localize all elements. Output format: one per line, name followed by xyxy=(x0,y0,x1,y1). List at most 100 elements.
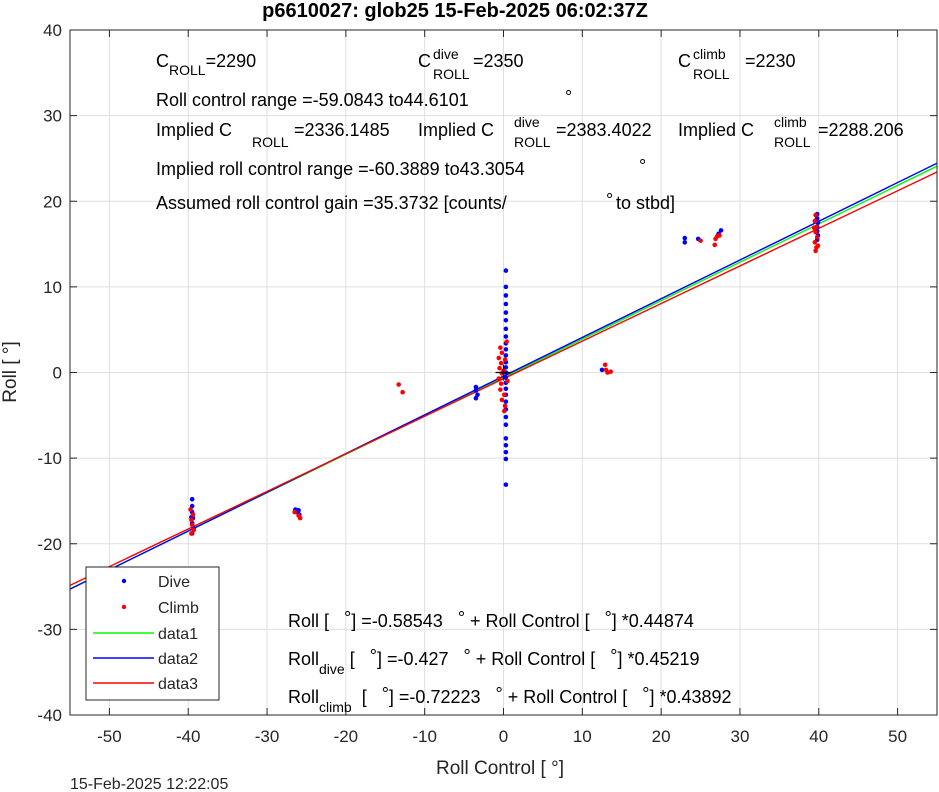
annotation-c-roll-climb-sub: ROLL xyxy=(693,66,730,82)
point-climb-23 xyxy=(501,408,507,414)
y-tick-label-3: -10 xyxy=(37,449,62,468)
point-climb-21 xyxy=(499,397,505,403)
legend-label-data3: data3 xyxy=(158,676,198,693)
x-tick-label-8: 30 xyxy=(730,727,749,746)
point-dive-44 xyxy=(682,235,688,241)
point-dive-36 xyxy=(503,414,509,420)
x-tick-label-1: -40 xyxy=(176,727,201,746)
legend-label-climb: Climb xyxy=(158,600,199,617)
y-tick-label-8: 40 xyxy=(43,21,62,40)
point-climb-6 xyxy=(292,509,297,515)
y-tick-label-1: -30 xyxy=(37,620,62,639)
point-dive-45 xyxy=(682,240,688,245)
point-climb-9 xyxy=(396,382,401,387)
point-dive-48 xyxy=(718,228,724,233)
y-tick-label-5: 10 xyxy=(43,278,62,297)
x-axis-label: Roll Control [ °] xyxy=(436,758,564,779)
point-dive-14 xyxy=(475,392,480,398)
x-tick-label-3: -20 xyxy=(334,727,359,746)
legend-marker-dive xyxy=(121,578,127,584)
annotation-implied-roll-control-range: Implied roll control range =-60.3889 to4… xyxy=(156,159,525,179)
y-tick-label-4: 0 xyxy=(53,364,62,383)
point-climb-14 xyxy=(498,360,504,366)
point-dive-25 xyxy=(503,347,509,352)
y-tick-label-7: 30 xyxy=(43,107,62,126)
point-dive-0 xyxy=(189,496,195,502)
point-dive-39 xyxy=(503,442,509,448)
annotation-implied-c-roll-dive: Implied C xyxy=(418,120,494,140)
legend-label-dive: Dive xyxy=(158,574,190,591)
x-tick-label-0: -50 xyxy=(97,727,122,746)
point-dive-40 xyxy=(503,449,509,455)
point-climb-8 xyxy=(296,513,301,518)
fit-equation-climb: Rollclimb [ °] =-0.72223 ° + Roll Contro… xyxy=(288,684,732,715)
point-dive-38 xyxy=(503,436,509,441)
point-climb-19 xyxy=(498,387,503,392)
point-dive-30 xyxy=(503,375,509,380)
annotation-roll-control-range: Roll control range =-59.0843 to44.6101 xyxy=(156,90,469,110)
legend: Dive Climb data1 data2 data3 xyxy=(85,566,220,701)
point-dive-12 xyxy=(473,384,479,390)
legend-label-data1: data1 xyxy=(158,626,198,643)
point-climb-37 xyxy=(813,212,818,218)
annotation-implied-c-roll-climb-value: =2288.206 xyxy=(818,120,904,140)
point-climb-4 xyxy=(191,527,197,533)
point-dive-28 xyxy=(503,365,509,370)
annotation-implied-c-roll-climb: Implied C xyxy=(678,120,754,140)
x-tick-label-4: -10 xyxy=(412,727,437,746)
point-climb-10 xyxy=(400,389,405,395)
point-climb-15 xyxy=(497,365,502,371)
annotation-implied-range-degree: ° xyxy=(639,156,646,176)
x-tick-label-7: 20 xyxy=(652,727,671,746)
point-climb-18 xyxy=(498,381,504,386)
point-climb-31 xyxy=(603,367,609,373)
annotation-implied-c-roll-dive-sup: dive xyxy=(514,114,540,130)
x-tick-label-5: 0 xyxy=(499,727,508,746)
y-tick-label-0: -40 xyxy=(37,706,62,725)
annotation-implied-c-roll-value: =2336.1485 xyxy=(294,120,390,140)
point-climb-41 xyxy=(814,234,820,240)
point-climb-36 xyxy=(698,238,703,243)
point-dive-26 xyxy=(503,353,509,358)
annotation-implied-c-roll-climb-sub: ROLL xyxy=(774,134,811,150)
point-climb-44 xyxy=(813,248,818,254)
point-climb-32 xyxy=(712,242,718,248)
point-dive-23 xyxy=(503,334,509,339)
x-tick-label-10: 50 xyxy=(888,727,907,746)
chart-title: p6610027: glob25 15-Feb-2025 06:02:37Z xyxy=(262,0,648,22)
annotation-c-roll-dive-value: =2350 xyxy=(473,51,524,71)
point-climb-20 xyxy=(501,392,507,398)
legend-marker-climb xyxy=(121,604,127,610)
point-dive-17 xyxy=(503,284,509,290)
annotation-assumed-gain: Assumed roll control gain =35.3732 [coun… xyxy=(156,193,507,213)
annotation-implied-c-roll-dive-value: =2383.4022 xyxy=(556,120,652,140)
point-climb-3 xyxy=(189,522,195,528)
point-climb-28 xyxy=(602,362,608,368)
fit-equation-dive: Rolldive [ °] =-0.427 ° + Roll Control [… xyxy=(288,646,700,677)
point-dive-13 xyxy=(473,388,479,393)
y-tick-label-6: 20 xyxy=(43,192,62,211)
point-climb-12 xyxy=(499,350,505,356)
point-dive-16 xyxy=(503,268,509,273)
point-climb-22 xyxy=(502,403,508,409)
point-dive-15 xyxy=(473,395,479,401)
annotation-c-roll-dive-sub: ROLL xyxy=(433,66,470,82)
annotation-c-roll-climb-value: =2230 xyxy=(745,51,796,71)
x-tick-label-6: 10 xyxy=(573,727,592,746)
point-dive-32 xyxy=(503,386,509,392)
point-dive-19 xyxy=(503,301,509,307)
point-climb-11 xyxy=(498,345,503,350)
fit-equation-all: Roll [ °] =-0.58543 ° + Roll Control [ °… xyxy=(288,608,694,631)
point-climb-5 xyxy=(189,531,194,536)
point-climb-27 xyxy=(505,378,510,384)
point-climb-46 xyxy=(811,225,817,231)
point-dive-18 xyxy=(503,293,509,298)
point-climb-30 xyxy=(608,369,613,374)
annotation-assumed-gain-suffix: to stbd] xyxy=(616,193,675,213)
point-climb-13 xyxy=(496,355,502,361)
axes xyxy=(69,29,938,716)
point-climb-45 xyxy=(815,243,821,249)
point-climb-17 xyxy=(496,376,502,381)
annotation-implied-c-roll-dive-sub: ROLL xyxy=(514,134,551,150)
